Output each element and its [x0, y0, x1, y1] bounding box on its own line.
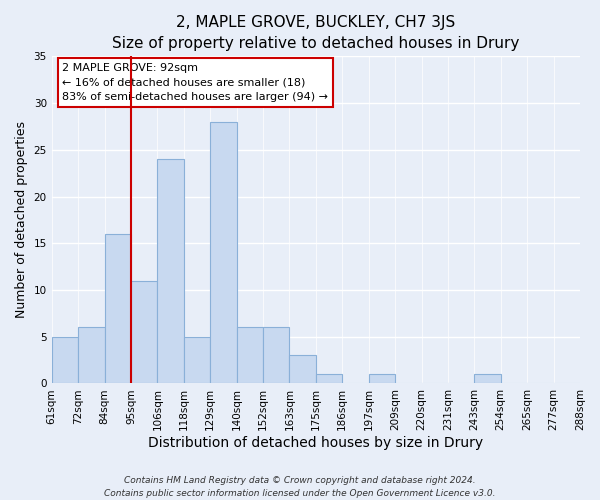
X-axis label: Distribution of detached houses by size in Drury: Distribution of detached houses by size … [148, 436, 484, 450]
Title: 2, MAPLE GROVE, BUCKLEY, CH7 3JS
Size of property relative to detached houses in: 2, MAPLE GROVE, BUCKLEY, CH7 3JS Size of… [112, 15, 520, 51]
Bar [104, 234, 131, 384]
Bar [210, 122, 236, 384]
Bar [78, 328, 104, 384]
Bar [368, 374, 395, 384]
Bar [316, 374, 342, 384]
Bar [184, 336, 210, 384]
Bar [289, 356, 316, 384]
Bar [263, 328, 289, 384]
Bar [475, 374, 501, 384]
Bar [52, 336, 78, 384]
Bar [157, 159, 184, 384]
Text: 2 MAPLE GROVE: 92sqm
← 16% of detached houses are smaller (18)
83% of semi-detac: 2 MAPLE GROVE: 92sqm ← 16% of detached h… [62, 63, 328, 102]
Bar [236, 328, 263, 384]
Bar [131, 280, 157, 384]
Y-axis label: Number of detached properties: Number of detached properties [15, 122, 28, 318]
Text: Contains HM Land Registry data © Crown copyright and database right 2024.
Contai: Contains HM Land Registry data © Crown c… [104, 476, 496, 498]
